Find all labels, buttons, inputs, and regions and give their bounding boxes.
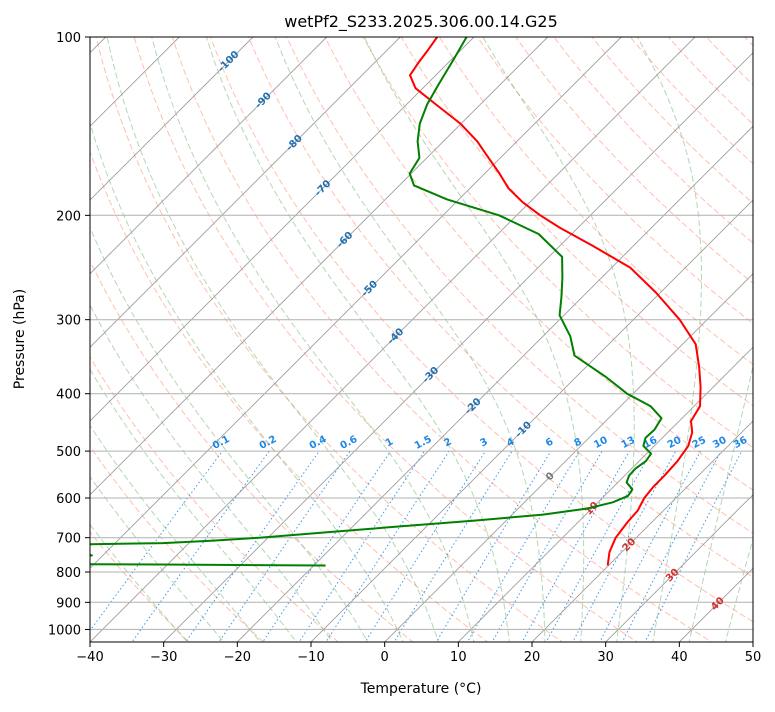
x-tick-label: −20 <box>224 650 251 665</box>
y-tick-label: 700 <box>56 532 81 547</box>
x-tick-label: 20 <box>524 650 541 665</box>
y-tick-label: 800 <box>56 566 81 581</box>
y-tick-label: 900 <box>56 596 81 611</box>
y-tick-label: 400 <box>56 388 81 403</box>
x-tick-label: −30 <box>150 650 177 665</box>
x-tick-label: 10 <box>450 650 467 665</box>
y-tick-label: 300 <box>56 314 81 329</box>
x-tick-label: 30 <box>597 650 614 665</box>
x-tick-label: 50 <box>745 650 762 665</box>
y-tick-label: 500 <box>56 445 81 460</box>
y-tick-label: 100 <box>56 31 81 46</box>
y-tick-label: 1000 <box>48 623 81 638</box>
chart-title: wetPf2_S233.2025.306.00.14.G25 <box>284 12 558 32</box>
y-axis-label: Pressure (hPa) <box>12 289 28 389</box>
x-tick-label: −40 <box>76 650 103 665</box>
y-tick-label: 600 <box>56 492 81 507</box>
x-tick-label: −10 <box>297 650 324 665</box>
x-tick-label: 40 <box>671 650 688 665</box>
y-tick-label: 200 <box>56 209 81 224</box>
x-axis-label: Temperature (°C) <box>360 681 482 697</box>
x-tick-label: 0 <box>381 650 389 665</box>
